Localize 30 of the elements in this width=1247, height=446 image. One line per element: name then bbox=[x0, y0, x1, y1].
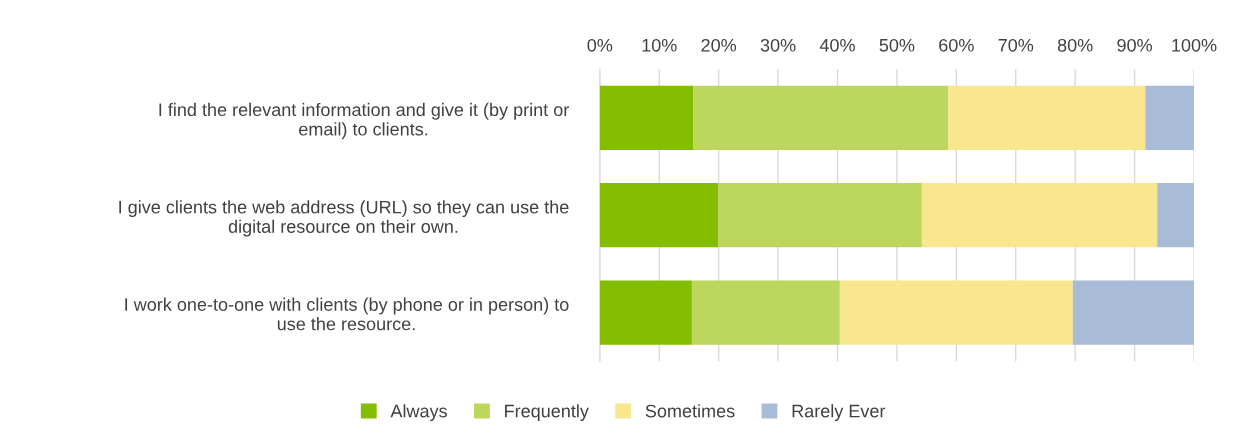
bar bbox=[839, 280, 1073, 345]
y-tick-label: I work one-to-one with clients (by phone or in person) to use the resource. bbox=[125, 297, 569, 331]
bar bbox=[1145, 85, 1194, 150]
bar bbox=[1072, 280, 1194, 345]
x-tick-label: 90% bbox=[1117, 38, 1153, 52]
bar bbox=[691, 280, 840, 345]
y-tick-label: I give clients the web address (URL) so they can use the digital resource on their own. bbox=[119, 200, 569, 237]
x-tick-label: 30% bbox=[760, 38, 796, 52]
legend-label: Always bbox=[390, 404, 447, 422]
bar bbox=[718, 183, 922, 248]
x-tick-label: 40% bbox=[819, 38, 855, 52]
bar bbox=[693, 85, 949, 150]
bar bbox=[921, 183, 1158, 248]
legend-label: Rarely Ever bbox=[792, 404, 886, 422]
x-tick-label: 70% bbox=[998, 38, 1034, 52]
legend-label: Frequently bbox=[505, 404, 589, 422]
legend-label: Sometimes bbox=[645, 404, 735, 418]
x-tick-label: 50% bbox=[879, 38, 915, 52]
bar bbox=[599, 183, 719, 248]
x-tick-label: 100% bbox=[1172, 38, 1217, 52]
bar bbox=[948, 85, 1146, 150]
bar bbox=[1157, 183, 1194, 248]
y-tick-label: I find the relevant information and give it (by print or email) to clients. bbox=[159, 102, 569, 140]
bar bbox=[599, 85, 694, 150]
x-tick-label: 20% bbox=[701, 38, 737, 52]
bar bbox=[599, 280, 692, 345]
x-tick-label: 60% bbox=[939, 38, 974, 52]
x-tick-label: 0% bbox=[587, 38, 613, 52]
x-tick-label: 10% bbox=[642, 38, 677, 52]
x-tick-label: 80% bbox=[1057, 38, 1093, 52]
